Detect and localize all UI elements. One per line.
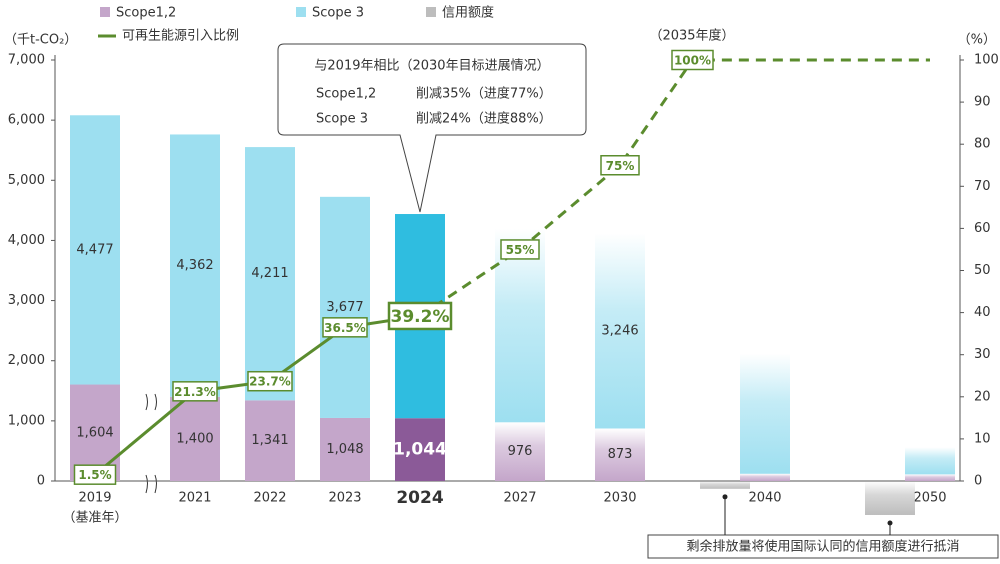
bar-segment	[905, 474, 955, 481]
x-tick-label: 2021	[178, 491, 211, 506]
y2-tick-label: 100	[974, 53, 999, 68]
annotation: （2035年度）	[649, 28, 734, 44]
bar-segment	[320, 196, 370, 418]
line-label: 23.7%	[249, 375, 291, 389]
line-label: 75%	[606, 159, 635, 173]
data-label: 1,341	[251, 433, 288, 448]
legend-label: Scope 3	[312, 6, 364, 21]
note-box	[647, 534, 999, 559]
x-tick-label: 2023	[328, 491, 361, 506]
line-label-box	[671, 49, 714, 71]
bar-segment	[70, 115, 120, 385]
callout: 与2019年相比（2030年目标进展情况） Scope1,2 削减35%（进度7…	[277, 43, 587, 213]
y2-axis-label: （%）	[958, 33, 996, 48]
y2-tick-label: 80	[974, 137, 991, 152]
legend-label: Scope1,2	[116, 6, 176, 21]
line-label-box	[500, 239, 540, 260]
x-tick-label: 2030	[603, 491, 636, 506]
line-label-box	[247, 370, 293, 392]
legend-swatch	[100, 7, 110, 17]
x-tick-label: 2050	[913, 491, 946, 506]
y-tick-label: 5,000	[8, 173, 45, 188]
axis-break	[145, 392, 157, 494]
bar-segment	[395, 418, 445, 481]
data-label: 4,362	[176, 258, 213, 273]
credit-bar	[700, 481, 750, 489]
line-label: 100%	[674, 54, 711, 68]
bar-segment	[495, 422, 545, 481]
line-label: 36.5%	[324, 321, 366, 335]
y-tick-label: 0	[37, 474, 45, 489]
y2-tick-label: 70	[974, 179, 991, 194]
line-label-box	[73, 464, 117, 485]
line-label: 55%	[506, 243, 535, 257]
y2-tick-label: 0	[974, 474, 982, 489]
data-label: 3,246	[601, 323, 638, 338]
callout-value: 削减35%（进度77%）	[416, 86, 552, 102]
callout-value: 削减24%（进度88%）	[416, 111, 552, 127]
bar-segment	[170, 134, 220, 397]
callout-label: Scope1,2	[316, 87, 376, 102]
y-tick-label: 4,000	[8, 233, 45, 248]
y2-tick-label: 50	[974, 263, 991, 278]
data-label: 976	[508, 444, 533, 459]
line-label-box	[172, 381, 218, 402]
data-label: 1,044	[393, 440, 447, 460]
data-label: 3,677	[326, 300, 363, 315]
callout-title: 与2019年相比（2030年目标进展情况）	[314, 59, 549, 74]
x-tick-label: 2019	[78, 491, 111, 506]
y-tick-label: 1,000	[8, 413, 45, 428]
y2-tick-label: 60	[974, 221, 991, 236]
line-label: 39.2%	[391, 307, 450, 327]
legend-label: 信用额度	[442, 5, 494, 21]
line-label: 1.5%	[78, 468, 111, 482]
y2-tick-label: 20	[974, 389, 991, 404]
y-tick-label: 7,000	[8, 53, 45, 68]
y2-tick-label: 40	[974, 305, 991, 320]
x-tick-label: 2024	[396, 488, 443, 508]
bar-segment	[905, 447, 955, 475]
data-label: 4,211	[251, 266, 288, 281]
y-tick-label: 6,000	[8, 113, 45, 128]
line-label-box	[387, 301, 453, 331]
line-label-box	[600, 155, 640, 176]
data-label: 1,048	[326, 442, 363, 457]
callout-label: Scope 3	[316, 112, 368, 127]
y2-tick-label: 10	[974, 431, 991, 446]
data-label: 4,477	[76, 242, 113, 257]
bar-segment	[170, 396, 220, 481]
data-label: 873	[608, 447, 633, 462]
y-axis-label: （千t-CO₂）	[4, 33, 77, 48]
bar-segment	[740, 353, 790, 474]
legend-label: 可再生能源引入比例	[122, 29, 239, 44]
bar-segment	[495, 228, 545, 423]
x-tick-label: 2022	[253, 491, 286, 506]
bar-segment	[320, 417, 370, 481]
legend-swatch	[296, 7, 306, 17]
y-tick-label: 2,000	[8, 353, 45, 368]
bar-segment	[245, 147, 295, 401]
data-label: 1,400	[176, 431, 213, 446]
y-tick-label: 3,000	[8, 293, 45, 308]
x-tick-label: 2040	[748, 491, 781, 506]
bar-segment	[740, 473, 790, 481]
bar-segment	[595, 428, 645, 481]
y2-tick-label: 90	[974, 95, 991, 110]
legend-swatch	[426, 7, 436, 17]
x-tick-label: 2027	[503, 491, 536, 506]
data-label: 1,604	[76, 425, 113, 440]
y2-tick-label: 30	[974, 347, 991, 362]
line-label-box	[322, 317, 368, 338]
line-label: 21.3%	[174, 385, 216, 399]
credit-bar	[865, 481, 915, 515]
note: 剩余排放量将使用国际认同的信用额度进行抵消	[686, 539, 959, 555]
bar-segment	[245, 400, 295, 481]
bar-segment	[595, 233, 645, 429]
base-year-note: （基准年）	[62, 511, 127, 526]
